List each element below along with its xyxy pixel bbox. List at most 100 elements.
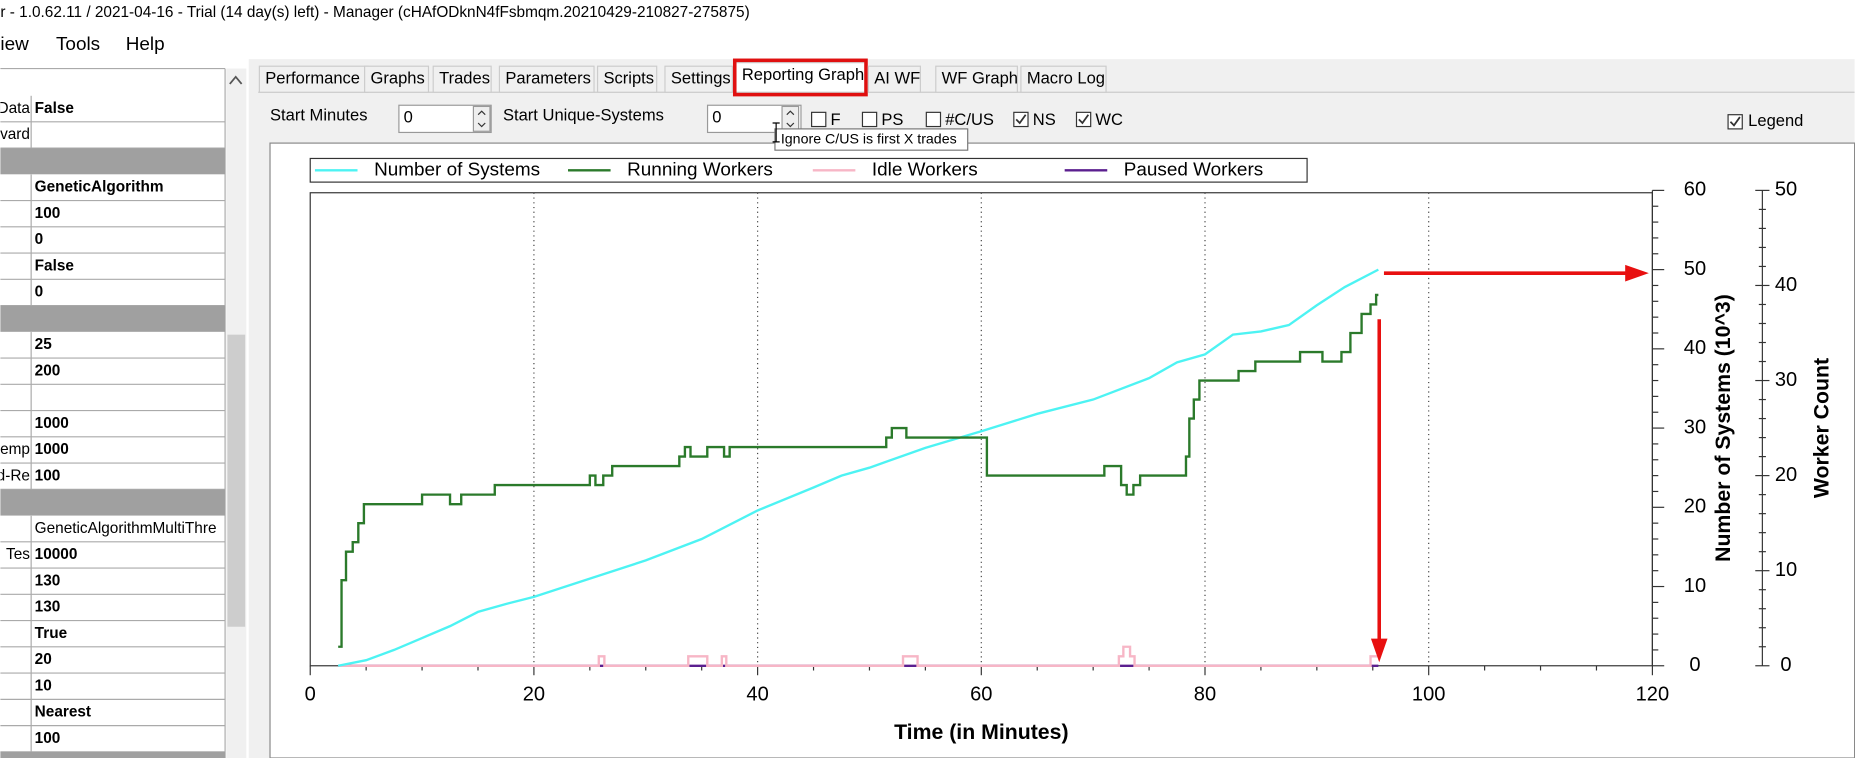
x-tick-label: 20 xyxy=(523,684,545,706)
property-value[interactable]: 100 xyxy=(35,730,61,747)
highlight-box xyxy=(732,58,868,97)
property-label: Data xyxy=(0,100,30,117)
legend-label: Number of Systems xyxy=(374,159,540,180)
checkbox[interactable] xyxy=(1727,114,1743,130)
tab-label[interactable]: Scripts xyxy=(603,69,654,88)
spinner-arrows xyxy=(786,110,795,128)
x-tick-label: 120 xyxy=(1636,684,1670,706)
property-value[interactable]: 100 xyxy=(35,205,61,222)
tab-label[interactable]: Parameters xyxy=(505,69,591,88)
tab-label[interactable]: Trades xyxy=(439,69,490,88)
tab[interactable] xyxy=(364,65,430,93)
checkbox-label[interactable]: WC xyxy=(1095,110,1123,129)
tab-label[interactable]: WF Graph xyxy=(942,69,1018,88)
menu-item[interactable]: iew xyxy=(0,34,29,55)
menu-item[interactable]: Help xyxy=(126,34,165,55)
tooltip xyxy=(774,128,969,151)
input-value: 0 xyxy=(712,108,721,127)
checkbox-label[interactable]: F xyxy=(831,110,841,129)
section-row xyxy=(0,148,226,175)
arrow-head xyxy=(1370,638,1388,663)
x-tick-label: 40 xyxy=(746,684,768,706)
checkmark xyxy=(1078,114,1090,125)
property-value[interactable]: 100 xyxy=(35,467,61,484)
checkmark xyxy=(1729,116,1741,127)
tab[interactable] xyxy=(596,65,658,93)
checkmark xyxy=(1015,114,1027,125)
property-value[interactable]: GeneticAlgorithmMultiThre xyxy=(35,520,217,537)
tab-label[interactable]: Settings xyxy=(671,69,731,88)
y2-tick-label: 20 xyxy=(1775,464,1797,486)
property-value[interactable]: 10 xyxy=(35,677,52,694)
spinner-arrows xyxy=(477,110,486,128)
scroll-up-arrow[interactable] xyxy=(229,75,243,85)
checkbox[interactable] xyxy=(1013,111,1029,128)
spinner[interactable] xyxy=(472,105,491,132)
legend-box xyxy=(309,157,1308,183)
control-label: Start Unique-Systems xyxy=(503,105,664,124)
tab[interactable] xyxy=(432,65,492,93)
menu-item[interactable]: Tools xyxy=(56,34,100,55)
tab-label[interactable]: Performance xyxy=(265,69,360,88)
property-value[interactable]: GeneticAlgorithm xyxy=(35,179,164,196)
tab-label[interactable]: Reporting Graph xyxy=(742,65,864,84)
cursor xyxy=(772,122,780,143)
property-value[interactable]: Nearest xyxy=(35,704,91,721)
tab-label[interactable]: AI WF xyxy=(874,69,920,88)
property-value[interactable]: 130 xyxy=(35,572,61,589)
checkbox[interactable] xyxy=(861,111,878,128)
property-label: Tes xyxy=(6,546,30,563)
checkbox-label[interactable]: #C/US xyxy=(945,110,994,129)
checkbox-label[interactable]: NS xyxy=(1033,110,1056,129)
tab[interactable] xyxy=(935,65,1018,93)
spinner[interactable] xyxy=(781,105,800,132)
window-title: r - 1.0.62.11 / 2021-04-16 - Trial (14 d… xyxy=(0,4,749,21)
y-tick-label: 40 xyxy=(1684,337,1706,359)
series-line xyxy=(338,645,1379,667)
y-tick-label: 10 xyxy=(1684,575,1706,597)
property-value[interactable]: 0 xyxy=(35,284,44,301)
property-value[interactable]: 1000 xyxy=(35,441,69,458)
property-value[interactable]: 20 xyxy=(35,651,52,668)
property-value[interactable]: 0 xyxy=(35,231,44,248)
y-tick-label: 30 xyxy=(1684,416,1706,438)
y2-tick-label: 40 xyxy=(1775,274,1797,296)
property-value[interactable]: False xyxy=(35,257,75,274)
x-tick-label: 0 xyxy=(305,684,316,706)
series-line xyxy=(338,293,1379,648)
property-value[interactable]: 25 xyxy=(35,336,53,353)
y-tick-label: 50 xyxy=(1684,258,1706,280)
y-axis-title: Number of Systems (10^3) xyxy=(1711,294,1735,562)
y-tick-label: 60 xyxy=(1684,179,1706,201)
property-label: d-Re xyxy=(0,467,30,484)
checkbox-label[interactable]: PS xyxy=(881,110,903,129)
checkbox[interactable] xyxy=(925,111,942,128)
legend-label: Paused Workers xyxy=(1124,159,1263,180)
property-value[interactable]: 1000 xyxy=(35,415,69,432)
legend-label: Idle Workers xyxy=(872,159,978,180)
tab[interactable] xyxy=(498,65,595,93)
tab-label[interactable]: Macro Log xyxy=(1027,69,1105,88)
property-value[interactable]: 200 xyxy=(35,362,61,379)
y2-axis-title: Worker Count xyxy=(1809,358,1833,498)
y2-tick-label: 50 xyxy=(1775,179,1797,201)
checkbox-label[interactable]: Legend xyxy=(1748,111,1803,130)
tab[interactable] xyxy=(1020,65,1107,93)
tab[interactable] xyxy=(664,65,733,93)
x-tick-label: 60 xyxy=(970,684,992,706)
property-value[interactable]: 130 xyxy=(35,599,61,616)
scroll-thumb[interactable] xyxy=(227,334,246,627)
checkbox[interactable] xyxy=(1075,111,1092,128)
property-value[interactable]: False xyxy=(35,100,75,117)
x-axis-title: Time (in Minutes) xyxy=(894,720,1068,744)
legend-label: Running Workers xyxy=(627,159,773,180)
tab[interactable] xyxy=(867,65,921,93)
section-row xyxy=(0,752,226,758)
property-value[interactable]: True xyxy=(35,625,68,642)
property-value[interactable]: 10000 xyxy=(35,546,78,563)
tab-label[interactable]: Graphs xyxy=(371,69,425,88)
y2-tick-label: 0 xyxy=(1780,654,1791,676)
input-value: 0 xyxy=(404,108,413,127)
checkbox[interactable] xyxy=(811,111,827,128)
